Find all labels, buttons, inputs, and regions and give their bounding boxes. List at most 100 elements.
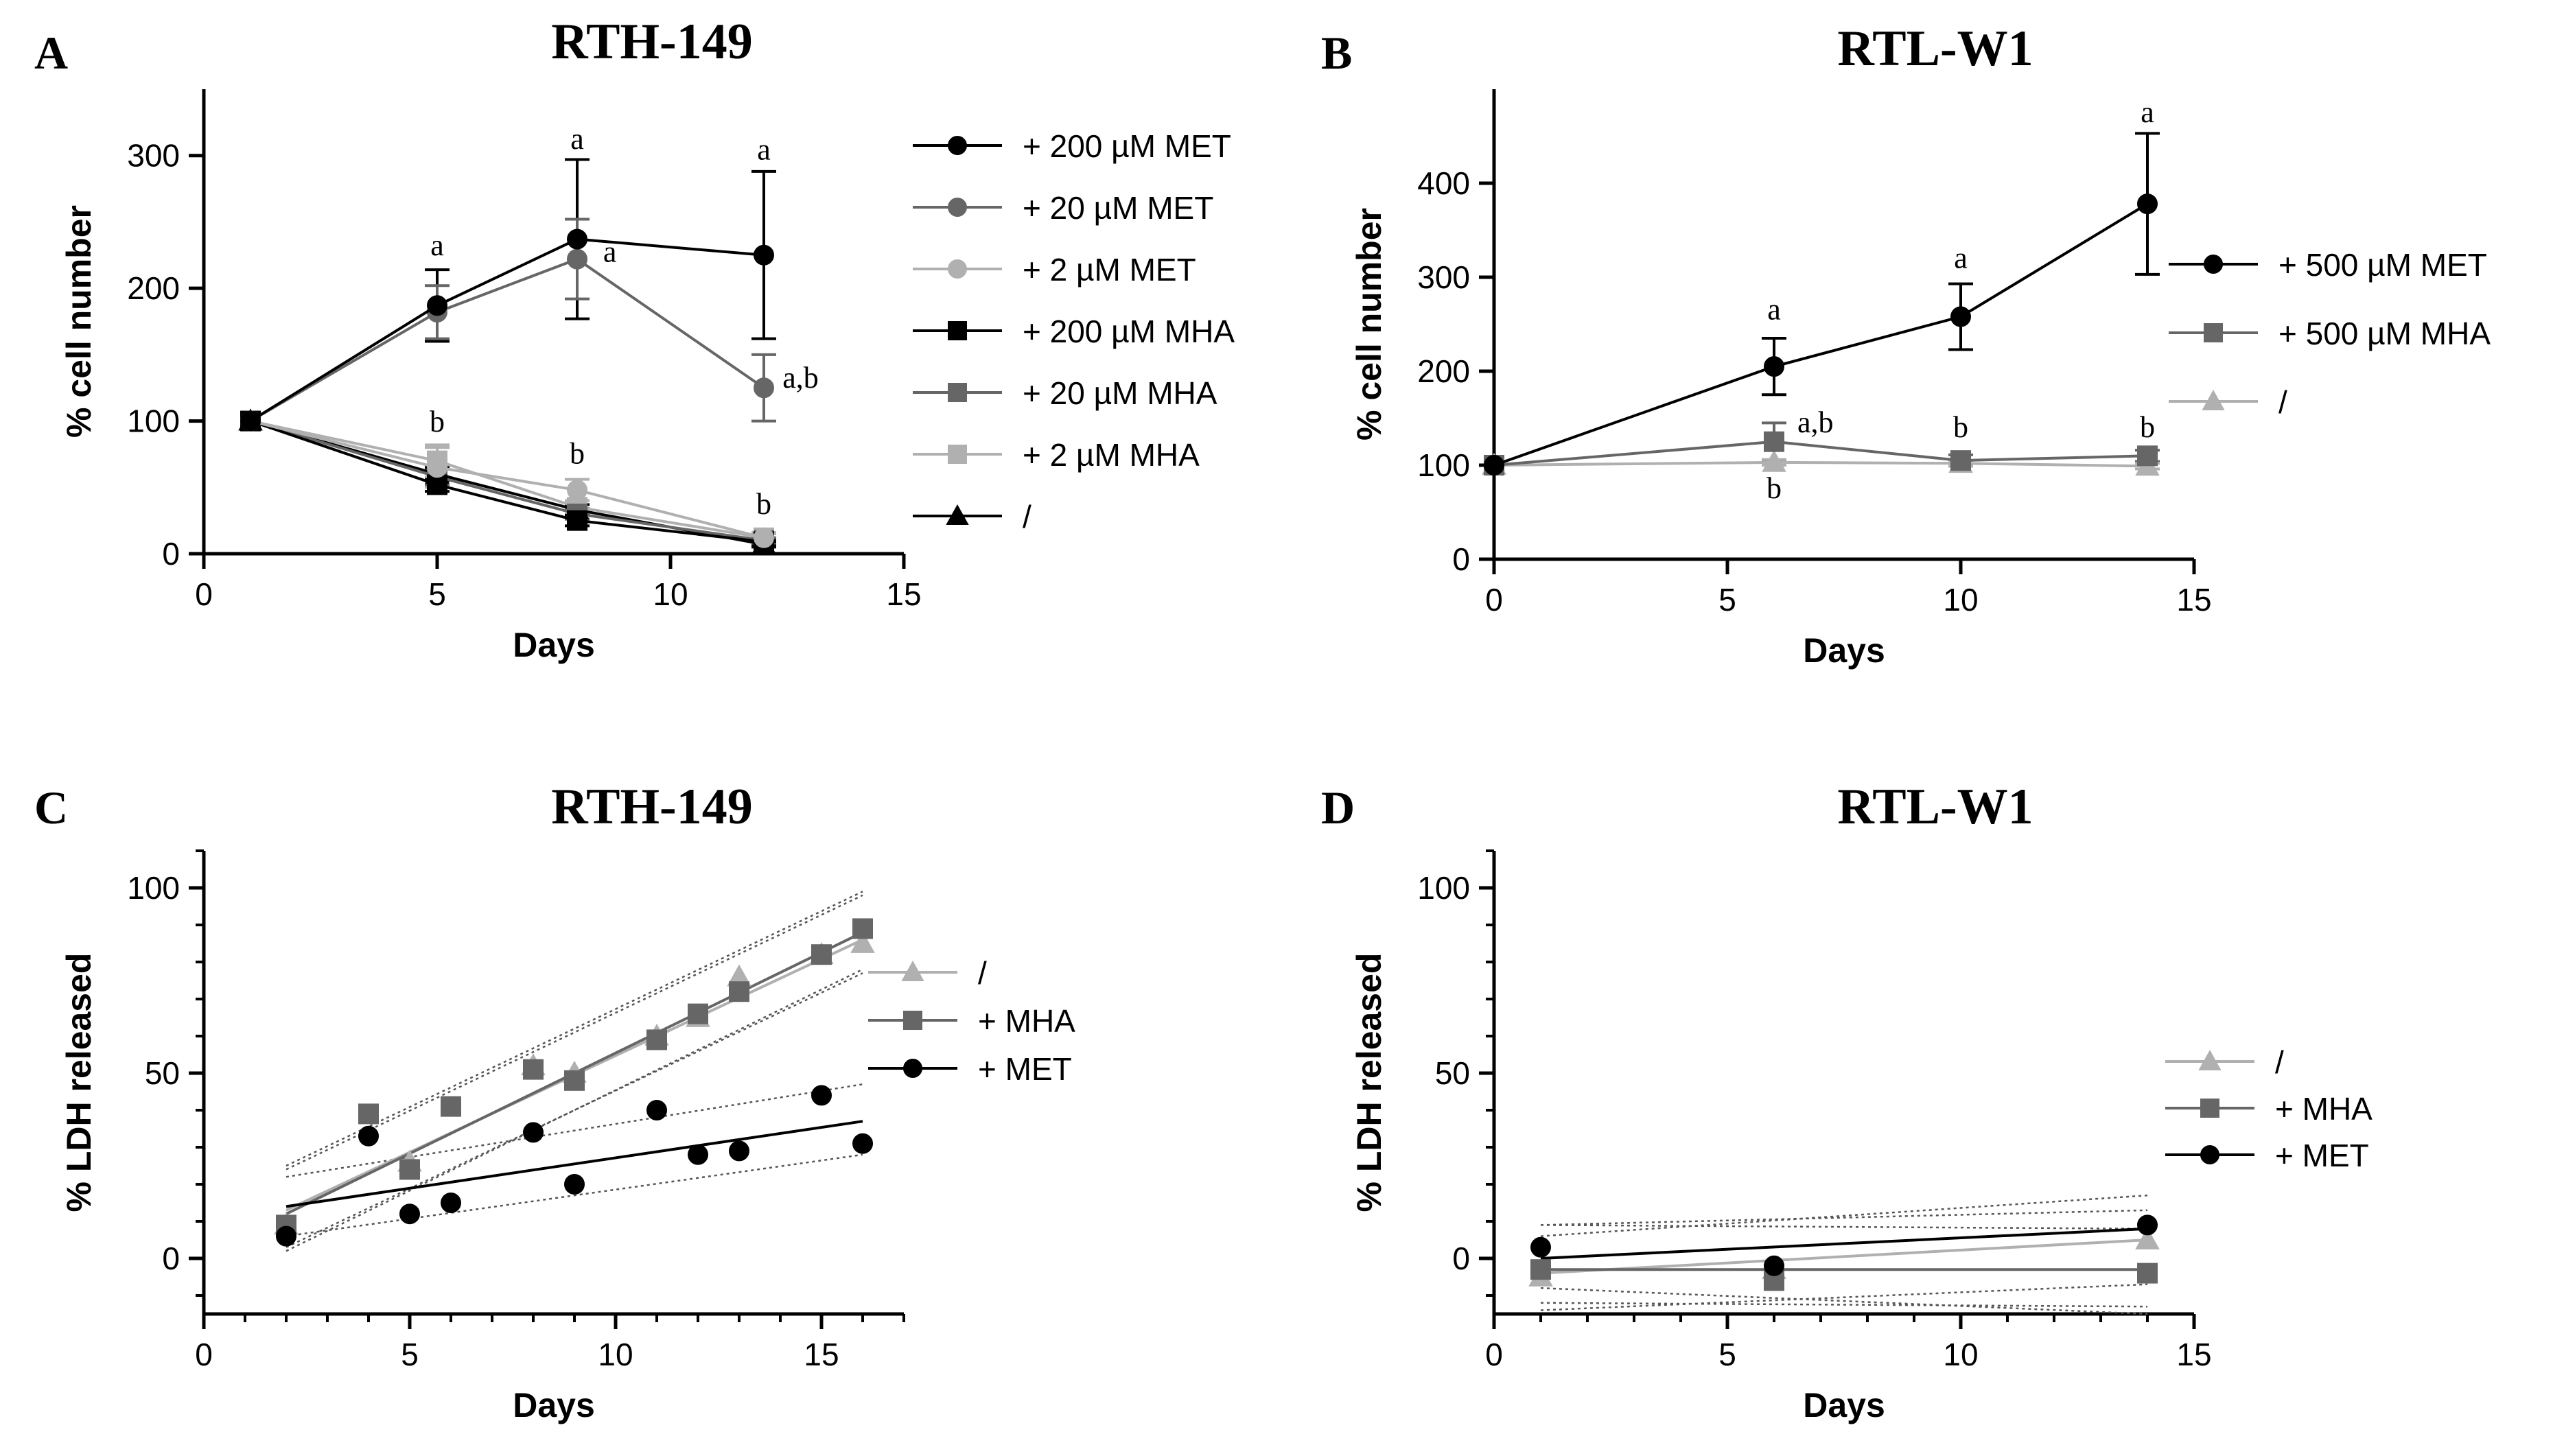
legend-label: + MET xyxy=(2275,1138,2369,1173)
y-tick-label: 100 xyxy=(127,403,180,439)
significance-label: b xyxy=(1767,471,1782,505)
data-point xyxy=(276,1225,296,1247)
data-point xyxy=(688,1003,708,1024)
y-tick-label: 0 xyxy=(162,1241,180,1276)
series-line xyxy=(249,257,765,423)
significance-label: a xyxy=(570,122,584,156)
panel-label: D xyxy=(1321,782,1355,834)
legend-item: + 20 µM MHA xyxy=(913,375,1217,411)
legend-marker xyxy=(903,1011,922,1030)
data-point xyxy=(2137,1263,2158,1284)
data-point xyxy=(1764,356,1784,377)
significance-label: a xyxy=(2141,95,2154,129)
legend-label: + 20 µM MET xyxy=(1023,190,1213,226)
x-tick-label: 0 xyxy=(195,1337,213,1372)
data-point xyxy=(240,410,261,432)
confidence-band xyxy=(1540,1283,2148,1311)
significance-label: b xyxy=(756,487,771,521)
data-point xyxy=(1762,449,1786,472)
legend-marker xyxy=(2202,389,2225,410)
data-point xyxy=(427,295,447,316)
confidence-band xyxy=(1540,1302,2148,1308)
y-tick-label: 0 xyxy=(1452,541,1470,577)
plot-area: a a a a a,b b b b xyxy=(238,122,819,554)
data-point xyxy=(441,1193,461,1213)
legend-marker xyxy=(946,504,969,525)
data-point xyxy=(1530,1236,1551,1258)
legend-label: + 200 µM MET xyxy=(1023,128,1231,164)
regression-line xyxy=(1540,1227,2148,1260)
confidence-band xyxy=(285,968,863,1252)
panel-a: A RTH-149 0 5 10 15 0 100 200 300 Days % cell numbe… xyxy=(34,14,1235,664)
x-axis-label: Days xyxy=(513,626,595,664)
legend-item: + 200 µM MET xyxy=(913,128,1231,164)
data-point xyxy=(1764,431,1784,452)
data-point xyxy=(729,981,749,1002)
y-axis-label: % cell number xyxy=(1350,208,1388,441)
series-line xyxy=(250,419,765,542)
panel-label: B xyxy=(1321,27,1352,79)
confidence-band xyxy=(1540,1224,2148,1230)
legend-item: + 500 µM MHA xyxy=(2169,316,2491,351)
legend-label: + 20 µM MHA xyxy=(1023,375,1217,411)
legend-label: / xyxy=(2278,384,2287,420)
significance-label: b xyxy=(2140,410,2155,444)
x-tick-label: 0 xyxy=(195,576,213,612)
legend-label: + MHA xyxy=(978,1003,1075,1039)
x-tick-label: 15 xyxy=(2176,1337,2211,1372)
y-tick-label: 0 xyxy=(1452,1241,1470,1276)
legend-marker xyxy=(2204,255,2223,274)
data-point xyxy=(1950,306,1971,327)
confidence-band xyxy=(285,1083,863,1178)
y-tick-label: 300 xyxy=(1417,259,1470,295)
series-line xyxy=(250,419,765,543)
y-axis-label: % LDH released xyxy=(1350,953,1388,1212)
legend-item: + MHA xyxy=(2165,1091,2373,1127)
legend-marker xyxy=(2200,1145,2219,1164)
confidence-band xyxy=(285,891,863,1167)
legend-marker xyxy=(948,136,967,155)
confidence-band xyxy=(285,972,863,1248)
y-tick-label: 50 xyxy=(1435,1055,1470,1091)
data-point xyxy=(567,248,587,270)
legend: + 500 µM MET + 500 µM MHA / xyxy=(2169,247,2491,420)
series-line xyxy=(250,419,765,539)
data-point xyxy=(688,1144,708,1165)
significance-label: b xyxy=(1953,410,1968,444)
legend-marker xyxy=(948,321,967,340)
legend: / + MHA + MET xyxy=(868,955,1075,1087)
series-line xyxy=(1493,460,2148,468)
x-tick-label: 10 xyxy=(653,576,688,612)
x-axis-label: Days xyxy=(513,1386,595,1424)
legend-item: + MHA xyxy=(868,1003,1075,1039)
significance-label: b xyxy=(430,405,445,438)
legend-marker xyxy=(948,445,967,464)
x-axis-label: Days xyxy=(1803,1386,1885,1424)
confidence-band xyxy=(1540,1287,2148,1315)
x-tick-label: 15 xyxy=(2176,582,2211,618)
data-point xyxy=(441,1096,461,1117)
data-point xyxy=(2135,1227,2160,1249)
data-point xyxy=(754,377,774,399)
data-point xyxy=(427,457,447,478)
data-point xyxy=(2137,193,2158,215)
confidence-band xyxy=(1540,1194,2148,1237)
data-point xyxy=(523,1122,544,1143)
data-point xyxy=(852,1133,873,1154)
data-point xyxy=(2137,445,2158,467)
legend-item: + 2 µM MET xyxy=(913,252,1196,287)
y-tick-label: 100 xyxy=(1417,447,1470,483)
series-line xyxy=(1493,440,2148,467)
data-point xyxy=(358,1103,379,1125)
confidence-band xyxy=(1540,1209,2148,1226)
x-tick-label: 15 xyxy=(886,576,921,612)
legend-label: + MHA xyxy=(2275,1091,2373,1127)
data-point xyxy=(358,1125,379,1147)
y-axis-label: % LDH released xyxy=(60,953,98,1212)
data-point xyxy=(754,244,774,266)
panel-label: A xyxy=(34,27,68,79)
significance-label: a xyxy=(430,228,444,262)
regression-line xyxy=(1540,1238,2148,1275)
series-line xyxy=(1493,202,2149,467)
y-tick-label: 300 xyxy=(127,138,180,174)
